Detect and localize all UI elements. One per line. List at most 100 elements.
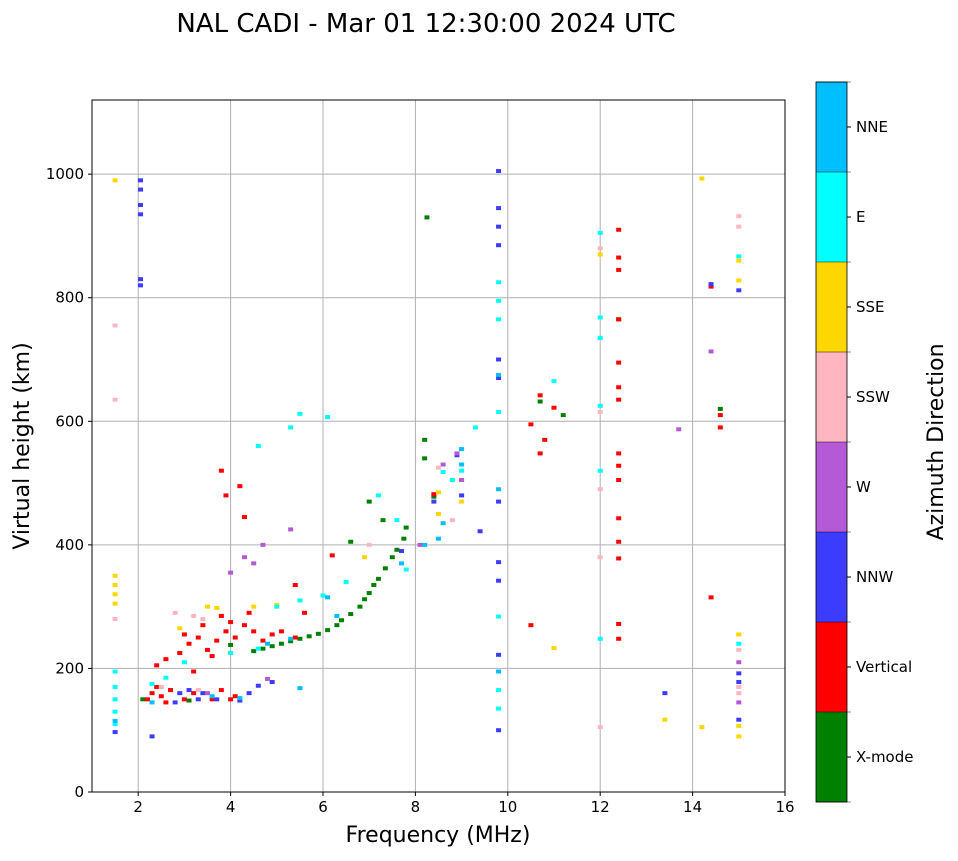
data-point-nne xyxy=(265,641,271,646)
data-point-w xyxy=(288,527,294,532)
data-point-sse xyxy=(699,725,705,730)
data-point-nnw xyxy=(736,680,742,685)
plot-frame xyxy=(91,99,786,793)
data-point-nnw xyxy=(662,691,668,696)
data-point-vertical xyxy=(218,468,224,473)
colorbar-segment-nne xyxy=(816,82,847,172)
data-point-sse xyxy=(251,604,257,609)
data-point-vertical xyxy=(616,397,622,402)
data-point-vertical xyxy=(616,477,622,482)
data-point-w xyxy=(241,555,247,560)
data-point-nnw xyxy=(172,700,178,705)
colorbar-label: Azimuth Direction xyxy=(924,343,949,540)
data-point-x-mode xyxy=(288,639,294,644)
data-point-nnw xyxy=(431,499,437,504)
data-point-x-mode xyxy=(422,456,428,461)
data-point-nnw xyxy=(736,671,742,676)
data-point-nne xyxy=(459,462,465,467)
data-point-e xyxy=(496,706,502,711)
data-point-ssw xyxy=(597,487,603,492)
data-point-sse xyxy=(177,626,183,631)
y-tick-label: 200 xyxy=(55,659,84,677)
data-point-nnw xyxy=(149,734,155,739)
data-point-e xyxy=(255,646,261,651)
data-point-x-mode xyxy=(140,697,146,702)
data-point-w xyxy=(417,542,423,547)
data-point-x-mode xyxy=(394,547,400,552)
data-point-vertical xyxy=(292,583,298,588)
data-point-x-mode xyxy=(228,642,234,647)
data-point-ssw xyxy=(195,688,201,693)
data-point-ssw xyxy=(736,224,742,229)
data-point-vertical xyxy=(163,657,169,662)
data-point-nne xyxy=(496,372,502,377)
y-axis-label: Virtual height (km) xyxy=(10,342,35,549)
data-point-nnw xyxy=(138,212,144,217)
data-point-w xyxy=(459,477,465,482)
colorbar-frame xyxy=(815,81,848,803)
data-point-e xyxy=(163,675,169,680)
data-point-e xyxy=(496,298,502,303)
data-point-e xyxy=(736,254,742,259)
data-point-e xyxy=(112,709,118,714)
data-point-e xyxy=(496,410,502,415)
data-point-vertical xyxy=(218,613,224,618)
data-point-nne xyxy=(440,521,446,526)
data-point-e xyxy=(112,684,118,689)
data-point-x-mode xyxy=(306,634,312,639)
data-point-x-mode xyxy=(537,399,543,404)
colorbar-tick-label: W xyxy=(856,478,871,496)
data-point-x-mode xyxy=(269,644,275,649)
data-point-e xyxy=(320,593,326,598)
data-point-vertical xyxy=(186,641,192,646)
data-point-vertical xyxy=(551,405,557,410)
data-point-w xyxy=(260,542,266,547)
data-point-ssw xyxy=(158,684,164,689)
data-point-e xyxy=(112,697,118,702)
data-point-vertical xyxy=(191,669,197,674)
x-tick-label: 16 xyxy=(775,798,794,816)
data-point-nne xyxy=(496,487,502,492)
data-point-ssw xyxy=(736,214,742,219)
data-point-vertical xyxy=(302,610,308,615)
data-point-e xyxy=(597,403,603,408)
data-point-vertical xyxy=(195,635,201,640)
data-point-nnw xyxy=(112,730,118,735)
y-axis-ticks: 0 200 400 600 800 1000 xyxy=(46,165,92,801)
data-point-e xyxy=(112,722,118,727)
data-point-x-mode xyxy=(362,597,368,602)
data-point-nne xyxy=(112,718,118,723)
data-point-nnw xyxy=(200,691,206,696)
data-point-vertical xyxy=(717,425,723,430)
data-point-sse xyxy=(736,632,742,637)
data-point-vertical xyxy=(528,422,534,427)
colorbar-tick-label: E xyxy=(856,208,865,226)
data-point-vertical xyxy=(528,623,534,628)
data-point-nnw xyxy=(269,680,275,685)
data-point-e xyxy=(394,518,400,523)
data-point-vertical xyxy=(149,691,155,696)
data-point-vertical xyxy=(158,694,164,699)
data-point-nnw xyxy=(246,691,252,696)
data-point-vertical xyxy=(329,553,335,558)
colorbar-tick-label: NNW xyxy=(856,568,893,586)
colorbar-tick-label: Vertical xyxy=(856,658,912,676)
data-point-x-mode xyxy=(251,649,257,654)
data-point-e xyxy=(472,425,478,430)
data-point-vertical xyxy=(232,635,238,640)
data-point-vertical xyxy=(542,437,548,442)
data-point-nne xyxy=(325,595,331,600)
data-point-w xyxy=(251,561,257,566)
x-tick-label: 2 xyxy=(133,798,143,816)
data-point-e xyxy=(551,379,557,384)
data-point-sse xyxy=(459,499,465,504)
data-point-w xyxy=(736,700,742,705)
data-point-vertical xyxy=(537,451,543,456)
data-point-x-mode xyxy=(424,215,430,220)
colorbar-segment-x-mode xyxy=(816,712,847,802)
colorbar-segment-nnw xyxy=(816,532,847,622)
data-point-nnw xyxy=(496,357,502,362)
data-point-e xyxy=(449,477,455,482)
data-point-x-mode xyxy=(325,628,331,633)
data-point-sse xyxy=(112,592,118,597)
